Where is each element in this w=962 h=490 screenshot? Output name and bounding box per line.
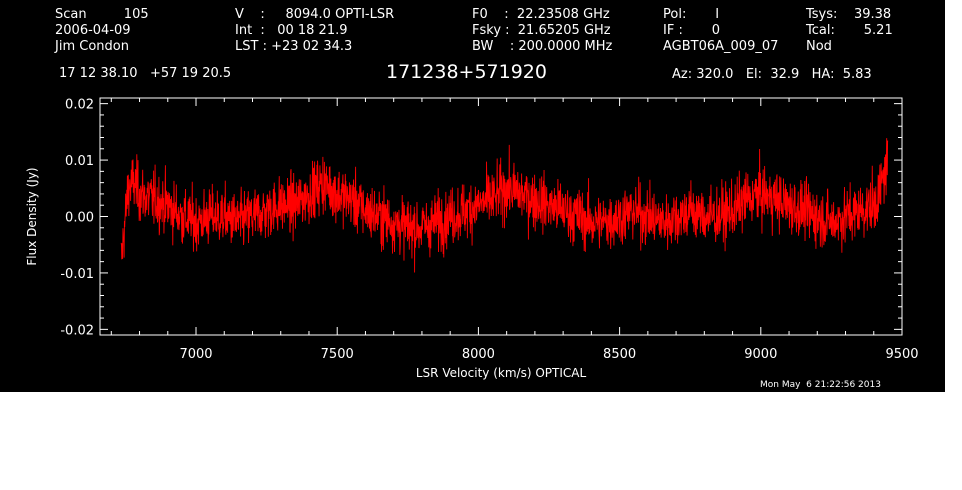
y-tick-label: -0.02 — [60, 323, 94, 338]
x-tick-label: 7000 — [179, 347, 212, 362]
x-tick-label: 8500 — [603, 347, 636, 362]
fsky-label: Fsky : 21.65205 GHz — [472, 23, 611, 38]
f0-label: F0 : 22.23508 GHz — [472, 7, 610, 22]
az-el-ha-label: Az: 320.0 El: 32.9 HA: 5.83 — [672, 67, 872, 82]
timestamp: Mon May 6 21:22:56 2013 — [760, 380, 881, 390]
plot-panel: Scan 105 2006-04-09 Jim Condon V : 8094.… — [0, 0, 945, 392]
x-tick-label: 9500 — [885, 347, 918, 362]
bandwidth-label: BW : 200.0000 MHz — [472, 39, 613, 54]
procedure-label: Nod — [806, 39, 832, 54]
scan-label: Scan 105 — [55, 7, 149, 22]
spectrum-trace — [120, 138, 889, 273]
x-tick-label: 9000 — [744, 347, 777, 362]
y-axis-title: Flux Density (Jy) — [25, 167, 39, 265]
x-axis-title: LSR Velocity (km/s) OPTICAL — [416, 366, 587, 380]
y-tick-label: -0.01 — [60, 267, 94, 282]
coords-label: 17 12 38.10 +57 19 20.5 — [59, 66, 232, 81]
tsys-label: Tsys: 39.38 — [806, 7, 892, 22]
if-label: IF : 0 — [663, 23, 721, 38]
x-tick-label: 8000 — [462, 347, 495, 362]
int-time-label: Int : 00 18 21.9 — [235, 23, 348, 38]
y-tick-label: 0.02 — [65, 98, 94, 113]
tcal-label: Tcal: 5.21 — [806, 23, 893, 38]
observer-label: Jim Condon — [55, 39, 129, 54]
source-name: 171238+571920 — [386, 61, 547, 83]
velocity-label: V : 8094.0 OPTI-LSR — [235, 7, 395, 22]
x-tick-label: 7500 — [321, 347, 354, 362]
spectrum-chart: 7000 7500 8000 8500 9000 9500 -0.02 -0.01 0.00 0.… — [25, 97, 919, 380]
lst-label: LST : +23 02 34.3 — [235, 39, 353, 54]
pol-label: Pol: I — [663, 7, 720, 22]
y-tick-label: 0.00 — [65, 211, 94, 226]
date-label: 2006-04-09 — [55, 23, 131, 38]
project-label: AGBT06A_009_07 — [663, 39, 779, 54]
y-tick-label: 0.01 — [65, 154, 94, 169]
